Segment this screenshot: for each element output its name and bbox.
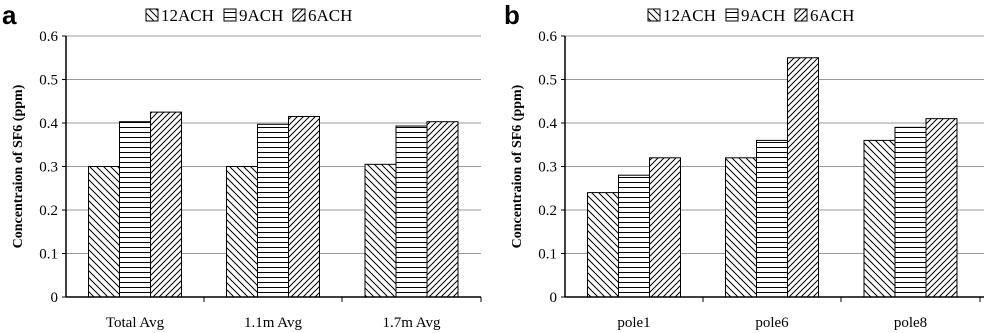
chart-panel-a: 0 0.1 0.2 0.3 0.4 0.5 0.6 Total Avg 1.1m Avg 1.7m… <box>2 0 482 331</box>
y-tick-label: 0.5 <box>538 73 557 89</box>
legend-swatch-9ach <box>725 8 739 22</box>
legend-label-6ach: 6ACH <box>308 6 352 25</box>
legend-label-12ach: 12ACH <box>663 6 716 25</box>
y-tick-label: 0.5 <box>39 73 58 89</box>
y-tick-label: 0.3 <box>538 160 557 176</box>
bar-12ach-1 <box>725 157 757 298</box>
y-tick-label: 0.4 <box>538 116 557 132</box>
y-axis-title: Concentraion of SF6 (ppm) <box>510 84 525 248</box>
x-category-label: Total Avg <box>106 315 165 331</box>
y-tick-label: 0 <box>550 290 558 306</box>
y-axis-title: Concentraion of SF6 (ppm) <box>11 84 26 248</box>
bar-6ach-1 <box>288 115 320 298</box>
bar-12ach-2 <box>863 139 896 298</box>
x-category-label: 1.7m Avg <box>382 315 441 331</box>
bar-6ach-2 <box>426 121 459 298</box>
legend-label-9ach: 9ACH <box>239 6 283 25</box>
x-category-label: 1.1m Avg <box>244 315 303 331</box>
bar-12ach-1 <box>226 166 258 298</box>
panel-label: a <box>2 0 17 30</box>
legend-label-6ach: 6ACH <box>810 6 854 25</box>
y-tick-label: 0.6 <box>39 29 58 45</box>
bar-9ach-1 <box>756 139 788 298</box>
bar-12ach-0 <box>88 166 120 298</box>
y-tick-label: 0.1 <box>39 247 58 263</box>
y-tick-label: 0.2 <box>39 203 58 219</box>
x-category-label: pole6 <box>755 315 789 331</box>
y-tick-label: 0.4 <box>39 116 58 132</box>
legend: 12ACH 9ACH 6ACH <box>647 6 854 25</box>
legend: 12ACH 9ACH 6ACH <box>145 6 352 25</box>
legend-swatch-6ach <box>292 8 306 22</box>
y-tick-label: 0.1 <box>538 247 557 263</box>
legend-label-9ach: 9ACH <box>741 6 785 25</box>
legend-swatch-6ach <box>794 8 808 22</box>
bar-12ach-0 <box>587 192 619 298</box>
bar-9ach-0 <box>119 121 151 298</box>
legend-swatch-9ach <box>223 8 237 22</box>
legend-label-12ach: 12ACH <box>161 6 214 25</box>
y-tick-label: 0.6 <box>538 29 557 45</box>
bar-9ach-0 <box>618 174 650 298</box>
panel-label: b <box>504 0 520 30</box>
y-tick-label: 0.3 <box>39 160 58 176</box>
bar-6ach-2 <box>925 118 958 298</box>
bar-9ach-2 <box>894 126 927 298</box>
legend-swatch-12ach <box>145 8 159 22</box>
bar-6ach-0 <box>150 111 182 298</box>
bar-6ach-0 <box>649 157 681 298</box>
bar-12ach-2 <box>364 163 397 298</box>
y-tick-label: 0.2 <box>538 203 557 219</box>
bar-6ach-1 <box>787 57 819 298</box>
bar-9ach-1 <box>257 123 289 298</box>
x-category-label: pole8 <box>894 315 927 331</box>
y-tick-label: 0 <box>51 290 59 306</box>
x-category-label: pole1 <box>617 315 650 331</box>
bar-9ach-2 <box>395 125 428 298</box>
legend-swatch-12ach <box>647 8 661 22</box>
chart-panel-b: 0 0.1 0.2 0.3 0.4 0.5 0.6 pole1 pole6 pole8 Concen… <box>504 0 984 331</box>
